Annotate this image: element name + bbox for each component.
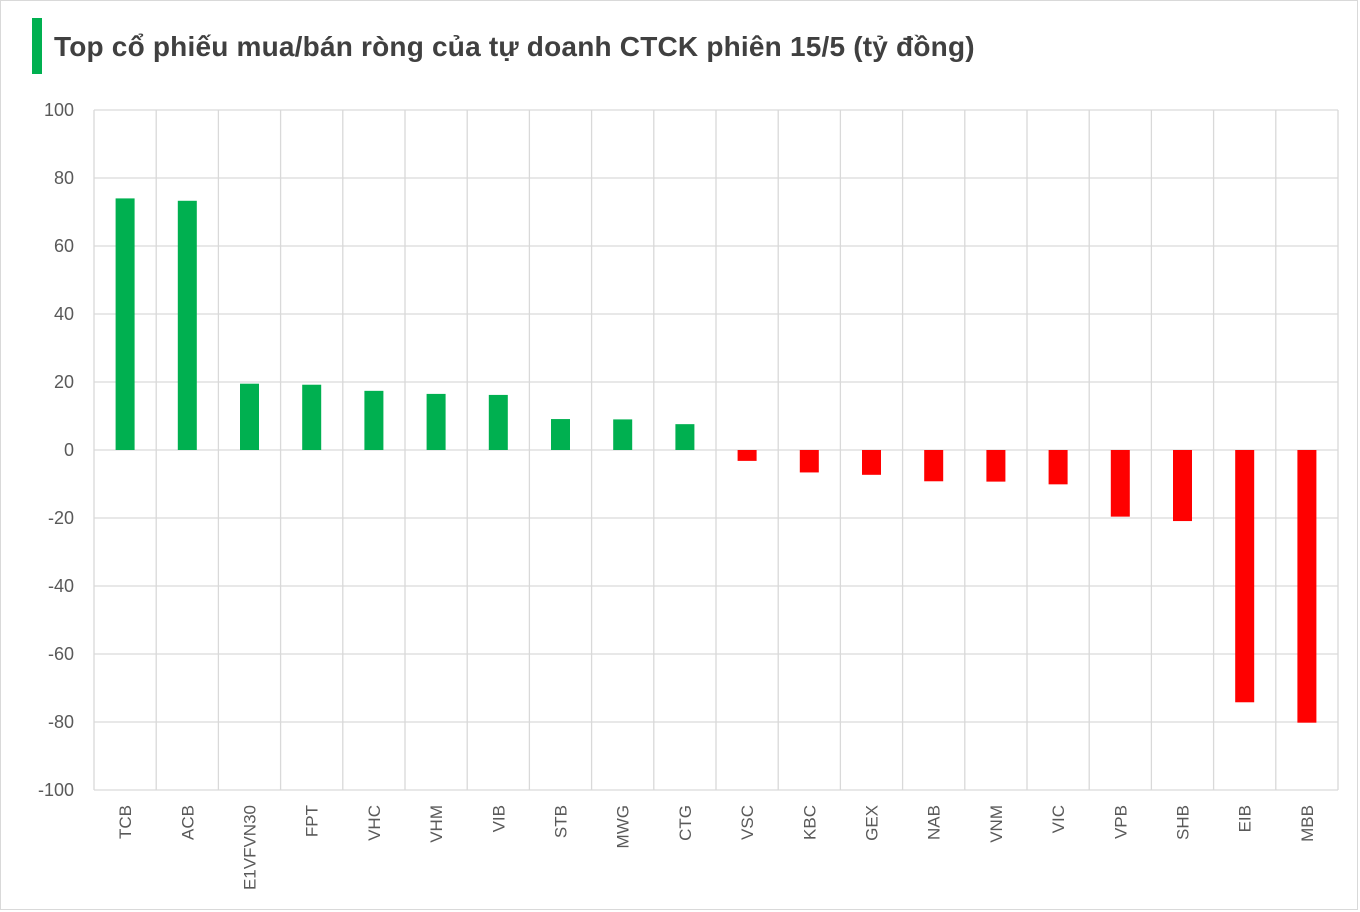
bars xyxy=(115,198,1317,723)
y-tick-label: -60 xyxy=(48,644,74,664)
x-tick-label: TCB xyxy=(116,805,135,839)
x-tick-label: KBC xyxy=(800,805,819,840)
x-tick-label: ACB xyxy=(178,805,197,840)
bar-fpt xyxy=(302,384,322,450)
bar-stb xyxy=(551,419,570,450)
x-tick-label: VHM xyxy=(427,805,446,843)
gridlines xyxy=(93,109,1339,791)
chart-title: Top cổ phiếu mua/bán ròng của tự doanh C… xyxy=(54,31,975,62)
bar-shb xyxy=(1173,450,1192,522)
y-tick-label: 0 xyxy=(64,440,74,460)
x-tick-label: E1VFVN30 xyxy=(241,805,260,890)
x-tick-label: VIB xyxy=(489,805,508,832)
x-tick-label: VHC xyxy=(365,805,384,841)
bar-e1vfvn30 xyxy=(240,383,259,450)
x-tick-label: VPB xyxy=(1111,805,1130,839)
x-tick-label: CTG xyxy=(676,805,695,841)
bar-mbb xyxy=(1297,450,1317,723)
x-tick-label: SHB xyxy=(1174,805,1193,840)
bar-gex xyxy=(862,450,881,475)
x-tick-label: VNM xyxy=(987,805,1006,843)
y-tick-label: 100 xyxy=(44,100,74,120)
y-tick-label: 40 xyxy=(54,304,74,324)
y-tick-label: -100 xyxy=(38,780,74,800)
bar-vsc xyxy=(737,450,757,461)
title-accent-bar xyxy=(32,18,42,74)
y-tick-label: -20 xyxy=(48,508,74,528)
bar-vib xyxy=(488,394,508,450)
bar-vhm xyxy=(426,393,446,450)
y-tick-label: 20 xyxy=(54,372,74,392)
y-tick-label: 80 xyxy=(54,168,74,188)
y-tick-label: -80 xyxy=(48,712,74,732)
bar-vpb xyxy=(1110,450,1130,517)
bar-vic xyxy=(1048,450,1068,485)
bar-ctg xyxy=(675,424,695,450)
x-tick-label: STB xyxy=(552,805,571,838)
x-tick-label: NAB xyxy=(925,805,944,840)
x-tick-label: FPT xyxy=(303,805,322,837)
x-tick-label: VIC xyxy=(1049,805,1068,833)
bar-eib xyxy=(1235,450,1255,703)
x-tick-label: MWG xyxy=(614,805,633,848)
x-tick-label: GEX xyxy=(863,805,882,841)
bar-acb xyxy=(177,200,197,450)
y-tick-label: 60 xyxy=(54,236,74,256)
y-axis: 100 80 60 40 20 0 -20 -40 -60 -80 -100 xyxy=(38,100,74,800)
bar-mwg xyxy=(613,419,633,450)
x-axis: TCB ACB E1VFVN30 FPT VHC VHM VIB STB MWG CTG VSC KB… xyxy=(116,805,1317,890)
bar-vnm xyxy=(986,450,1006,482)
bar-nab xyxy=(924,450,944,482)
x-tick-label: MBB xyxy=(1298,805,1317,842)
x-tick-label: EIB xyxy=(1236,805,1255,832)
x-tick-label: VSC xyxy=(738,805,757,840)
bar-tcb xyxy=(115,198,135,450)
bar-vhc xyxy=(364,390,384,450)
bar-kbc xyxy=(799,450,819,473)
y-tick-label: -40 xyxy=(48,576,74,596)
